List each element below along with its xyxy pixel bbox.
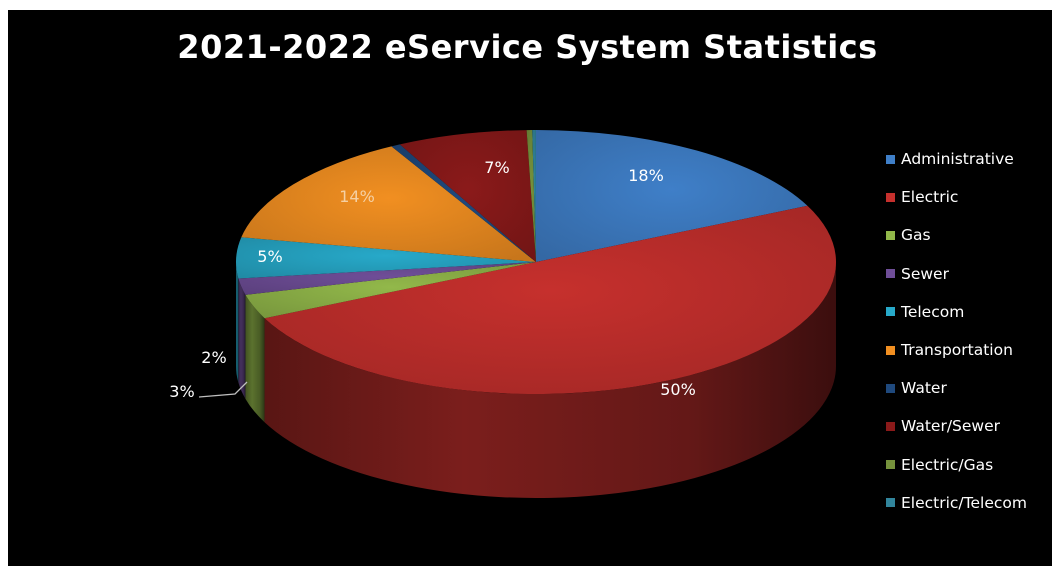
pie-slice-electric xyxy=(264,205,836,394)
legend-item-telecom: Telecom xyxy=(886,293,1051,331)
pie-slice-transportation xyxy=(241,146,536,262)
legend-label-water-sewer: Water/Sewer xyxy=(901,417,1001,436)
legend-label-sewer: Sewer xyxy=(901,264,949,283)
data-label-administrative: 18% xyxy=(628,166,664,185)
pie-side-telecom xyxy=(236,262,239,383)
leader-line-gas xyxy=(198,381,248,398)
legend-swatch-water xyxy=(886,383,895,393)
legend-item-administrative: Administrative xyxy=(886,140,1051,178)
legend-item-water-sewer: Water/Sewer xyxy=(886,407,1051,445)
legend-swatch-sewer xyxy=(886,269,895,279)
legend-label-administrative: Administrative xyxy=(901,150,1014,169)
pie-slice-telecom xyxy=(236,237,536,279)
legend-item-water: Water xyxy=(886,369,1051,407)
chart-title: 2021-2022 eService System Statistics xyxy=(177,28,878,66)
data-label-gas: 3% xyxy=(169,382,194,401)
legend-swatch-telecom xyxy=(886,307,895,317)
legend-label-gas: Gas xyxy=(901,226,931,245)
legend-item-electric-telecom: Electric/Telecom xyxy=(886,484,1051,522)
legend-label-electric-telecom: Electric/Telecom xyxy=(901,493,1027,512)
legend-label-electric: Electric xyxy=(901,188,959,207)
legend-swatch-electric-gas xyxy=(886,460,895,470)
pie-side-gas xyxy=(245,294,265,423)
legend-item-transportation: Transportation xyxy=(886,331,1051,369)
pie-slice-electric-gas xyxy=(526,130,536,262)
data-label-transportation: 14% xyxy=(339,187,375,206)
pie-slice-sewer xyxy=(238,262,536,295)
legend-label-telecom: Telecom xyxy=(901,302,965,321)
legend-item-sewer: Sewer xyxy=(886,255,1051,293)
data-label-telecom: 5% xyxy=(257,247,282,266)
legend-label-electric-gas: Electric/Gas xyxy=(901,455,994,474)
legend-swatch-transportation xyxy=(886,345,895,355)
legend-swatch-water-sewer xyxy=(886,421,895,431)
legend-swatch-electric xyxy=(886,192,895,202)
data-label-sewer: 2% xyxy=(201,348,226,367)
data-label-water-sewer: 7% xyxy=(484,158,509,177)
legend-swatch-administrative xyxy=(886,154,895,164)
legend-item-gas: Gas xyxy=(886,216,1051,254)
pie-slice-water xyxy=(391,144,536,262)
legend-item-electric: Electric xyxy=(886,178,1051,216)
pie-side-sewer xyxy=(238,278,246,399)
pie-side-electric xyxy=(264,262,836,499)
chart-legend: Administrative Electric Gas Sewer Telecom Tra… xyxy=(886,140,1051,522)
legend-item-electric-gas: Electric/Gas xyxy=(886,446,1051,484)
pie-slice-water-sewer xyxy=(399,130,536,262)
legend-label-transportation: Transportation xyxy=(901,341,1013,360)
pie-slice-administrative xyxy=(536,130,808,262)
legend-swatch-gas xyxy=(886,230,895,240)
legend-swatch-electric-telecom xyxy=(886,498,895,508)
data-label-electric: 50% xyxy=(660,380,696,399)
legend-label-water: Water xyxy=(901,379,947,398)
pie-slice-gas xyxy=(245,262,536,319)
pie-slice-electric-telecom xyxy=(532,130,536,262)
